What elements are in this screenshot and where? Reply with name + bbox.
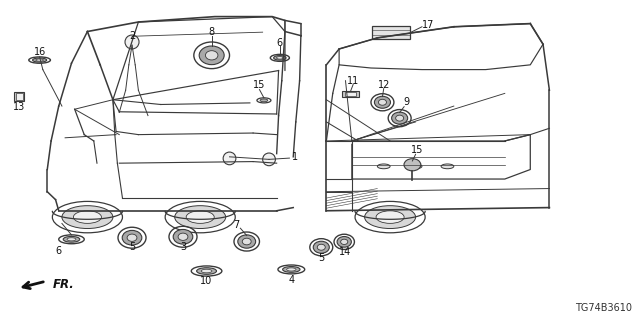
Ellipse shape [260,99,268,102]
Text: 17: 17 [422,20,435,30]
Text: 6: 6 [276,38,283,48]
Ellipse shape [36,59,44,61]
Text: 9: 9 [403,97,409,107]
Ellipse shape [441,164,454,169]
Ellipse shape [404,159,421,171]
Text: 15: 15 [411,145,423,155]
Ellipse shape [276,57,284,59]
Text: 1: 1 [292,152,298,163]
Text: 8: 8 [209,28,215,37]
Ellipse shape [173,229,193,244]
Ellipse shape [238,235,255,248]
Bar [14,92,24,101]
Text: 2: 2 [129,31,135,41]
Ellipse shape [122,230,142,245]
Ellipse shape [127,234,137,241]
Ellipse shape [63,236,80,242]
Ellipse shape [74,211,101,223]
Ellipse shape [340,239,348,244]
Ellipse shape [378,164,390,169]
Bar [342,91,359,97]
Ellipse shape [396,115,404,121]
Text: 10: 10 [200,276,212,286]
Ellipse shape [62,206,113,228]
Bar [372,26,410,39]
Ellipse shape [283,267,300,272]
Text: FR.: FR. [52,278,74,291]
Ellipse shape [262,153,275,166]
Text: 3: 3 [180,242,186,252]
Text: TG74B3610: TG74B3610 [575,302,632,313]
Ellipse shape [287,268,296,271]
Bar [15,93,23,100]
Ellipse shape [125,35,139,49]
Ellipse shape [186,211,214,223]
Ellipse shape [175,206,226,228]
Ellipse shape [365,206,415,228]
Text: 14: 14 [339,247,351,257]
Ellipse shape [374,96,390,108]
Text: 11: 11 [347,76,359,86]
Text: 4: 4 [288,275,294,285]
Bar [345,92,356,96]
Ellipse shape [392,112,408,124]
Ellipse shape [196,268,216,274]
Ellipse shape [205,51,218,60]
Ellipse shape [378,99,387,105]
Text: 6: 6 [56,246,62,256]
Ellipse shape [199,46,224,65]
Text: 7: 7 [233,220,239,230]
Ellipse shape [67,238,76,241]
Ellipse shape [243,238,251,245]
Text: 5: 5 [129,242,135,252]
Ellipse shape [317,244,325,250]
Ellipse shape [337,236,351,247]
Text: 15: 15 [253,80,266,91]
Ellipse shape [313,241,330,253]
Ellipse shape [409,164,422,169]
Text: 16: 16 [33,46,45,57]
Text: 5: 5 [318,253,324,263]
Ellipse shape [223,152,236,165]
Text: 13: 13 [13,102,26,112]
Ellipse shape [376,211,404,223]
Text: 12: 12 [378,79,390,90]
Ellipse shape [274,56,286,60]
Ellipse shape [178,233,188,240]
Ellipse shape [201,269,212,273]
Ellipse shape [33,58,47,62]
